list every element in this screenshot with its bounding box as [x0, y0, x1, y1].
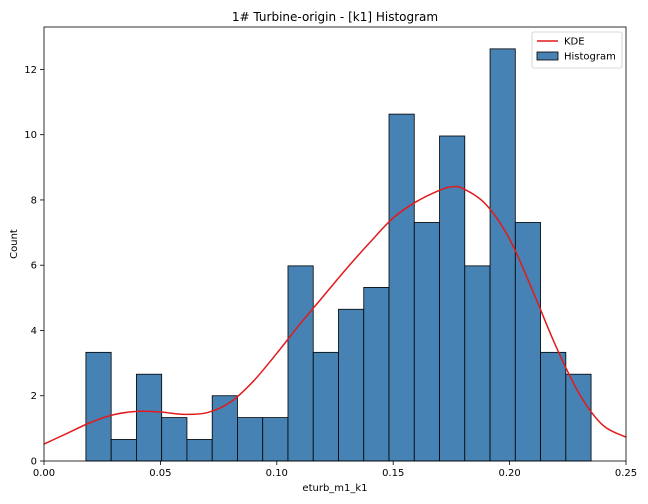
x-tick-label: 0.20 — [498, 468, 520, 479]
histogram-bars — [85, 48, 592, 462]
x-axis-label: eturb_m1_k1 — [302, 483, 367, 494]
legend-histogram-swatch — [536, 51, 559, 61]
histogram-bar — [136, 373, 163, 462]
histogram-bar — [439, 135, 466, 462]
histogram-bar — [237, 417, 264, 462]
histogram-bar — [565, 373, 592, 462]
histogram-bar — [489, 48, 516, 462]
x-tick-label: 0.10 — [266, 468, 288, 479]
histogram-bar — [363, 286, 390, 462]
histogram-bar — [514, 222, 541, 462]
kde-curve — [43, 185, 627, 445]
histogram-bar — [262, 417, 289, 462]
y-tick-label: 10 — [24, 130, 37, 141]
histogram-bar — [186, 439, 213, 462]
histogram-bar — [110, 439, 137, 462]
y-tick-label: 2 — [31, 391, 37, 402]
x-tick-label: 0.25 — [615, 468, 637, 479]
legend: KDE Histogram — [531, 31, 623, 69]
y-tick-label: 12 — [24, 65, 37, 76]
plot-area-frame — [43, 26, 627, 462]
histogram-bar — [312, 351, 339, 462]
histogram-bar — [85, 351, 112, 462]
x-axis-ticks: 0.00 0.05 0.10 0.15 0.20 0.25 — [33, 461, 637, 479]
x-tick-label: 0.00 — [33, 468, 55, 479]
histogram-bar — [540, 351, 567, 462]
histogram-bar — [338, 308, 365, 462]
legend-kde-label: KDE — [564, 37, 585, 48]
chart-title: 1# Turbine-origin - [k1] Histogram — [232, 10, 438, 24]
histogram-bar — [161, 417, 188, 462]
y-tick-label: 6 — [31, 261, 37, 272]
y-axis-label: Count — [9, 229, 20, 259]
histogram-bar — [287, 265, 314, 462]
legend-histogram-label: Histogram — [564, 52, 616, 63]
y-tick-label: 4 — [31, 326, 37, 337]
y-axis-ticks: 0 2 4 6 8 10 12 — [24, 65, 44, 468]
y-tick-label: 0 — [31, 457, 37, 468]
histogram-bar — [413, 222, 440, 462]
histogram-bar — [388, 113, 415, 462]
y-tick-label: 8 — [31, 195, 37, 206]
x-tick-label: 0.05 — [149, 468, 171, 479]
histogram-bar — [464, 265, 491, 462]
x-tick-label: 0.15 — [382, 468, 404, 479]
